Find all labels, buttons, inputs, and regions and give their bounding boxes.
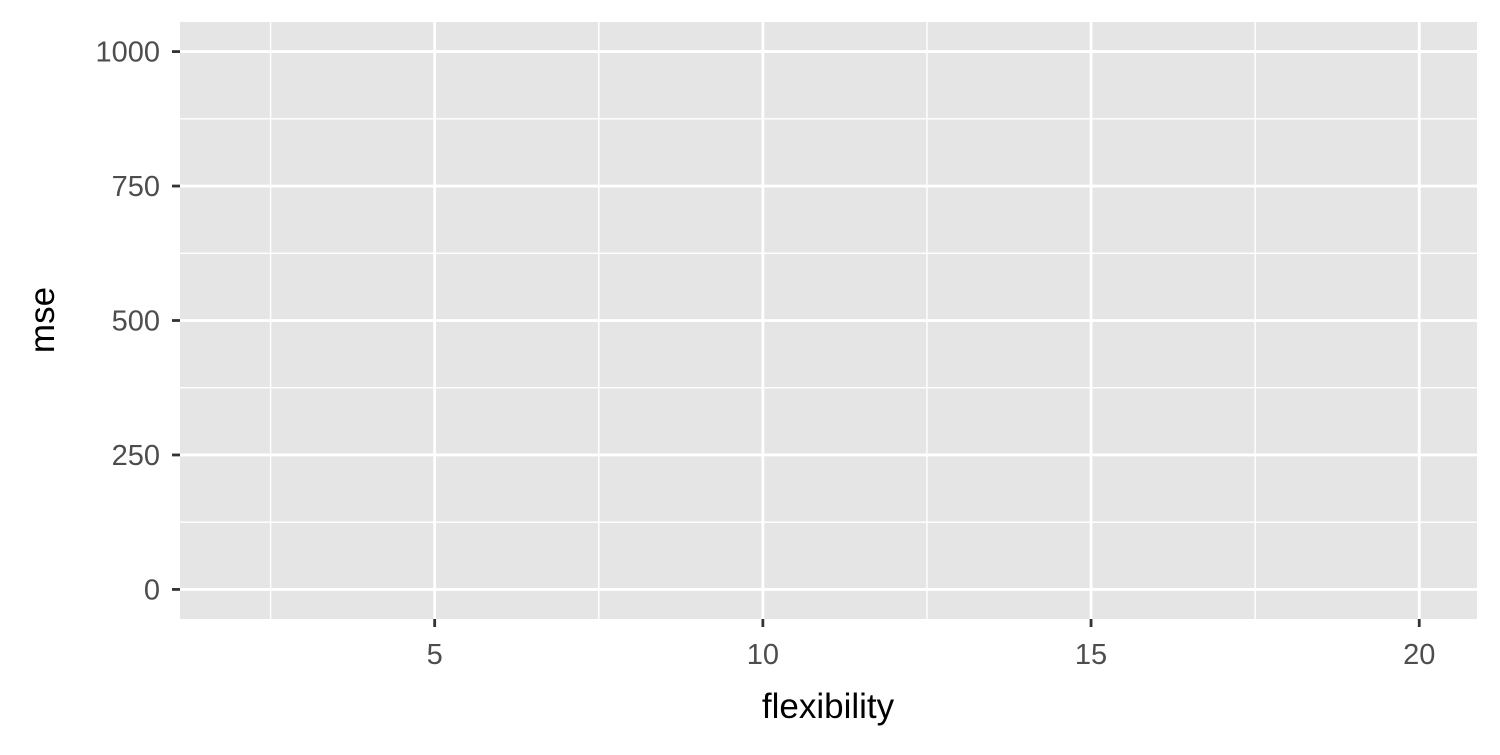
- y-tick-label: 0: [144, 574, 160, 606]
- x-tick-label: 15: [1075, 639, 1107, 671]
- y-tick-label: 750: [112, 171, 160, 203]
- x-tick-label: 5: [427, 639, 443, 671]
- x-axis: 5 10 15 20: [427, 619, 1435, 671]
- y-axis: 0 250 500 750 1000: [95, 37, 180, 606]
- x-tick-label: 20: [1403, 639, 1435, 671]
- x-tick-label: 10: [747, 639, 779, 671]
- y-tick-label: 250: [112, 440, 160, 472]
- x-axis-title: flexibility: [762, 687, 895, 726]
- y-tick-label: 500: [112, 306, 160, 338]
- grid-major: [180, 22, 1477, 619]
- y-tick-label: 1000: [95, 37, 160, 69]
- y-axis-title: mse: [23, 287, 62, 353]
